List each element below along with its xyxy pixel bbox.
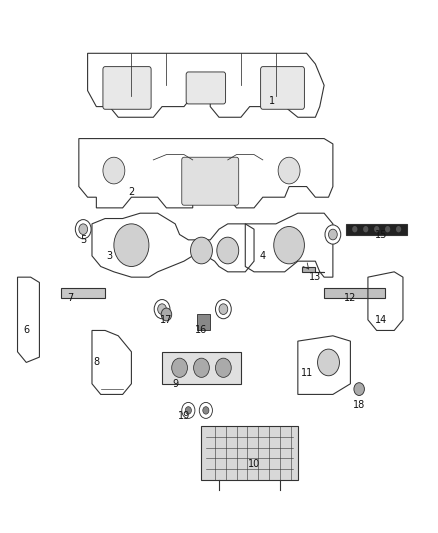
Circle shape <box>219 304 228 314</box>
Circle shape <box>328 229 337 240</box>
Circle shape <box>325 225 341 244</box>
Circle shape <box>352 226 357 232</box>
Polygon shape <box>201 426 298 480</box>
Text: 2: 2 <box>128 187 134 197</box>
Circle shape <box>215 300 231 319</box>
Circle shape <box>354 383 364 395</box>
Circle shape <box>194 358 209 377</box>
Circle shape <box>396 226 401 232</box>
Text: 1: 1 <box>268 96 275 106</box>
Circle shape <box>363 226 368 232</box>
Circle shape <box>185 407 191 414</box>
Circle shape <box>158 304 166 314</box>
Text: 7: 7 <box>67 294 73 303</box>
Text: 9: 9 <box>172 379 178 389</box>
Text: 3: 3 <box>106 251 113 261</box>
Text: 4: 4 <box>260 251 266 261</box>
Circle shape <box>318 349 339 376</box>
Circle shape <box>217 237 239 264</box>
Text: 10: 10 <box>248 459 260 469</box>
Circle shape <box>385 226 390 232</box>
Polygon shape <box>346 224 407 235</box>
Text: 11: 11 <box>300 368 313 378</box>
Text: 15: 15 <box>375 230 387 239</box>
Text: 17: 17 <box>160 315 173 325</box>
Circle shape <box>191 237 212 264</box>
Circle shape <box>103 157 125 184</box>
FancyBboxPatch shape <box>182 157 239 205</box>
Polygon shape <box>162 352 241 384</box>
Circle shape <box>374 226 379 232</box>
FancyBboxPatch shape <box>261 67 304 109</box>
Circle shape <box>75 220 91 239</box>
Circle shape <box>114 224 149 266</box>
Circle shape <box>161 308 172 321</box>
Text: 18: 18 <box>353 400 365 410</box>
Polygon shape <box>302 266 324 272</box>
FancyBboxPatch shape <box>103 67 151 109</box>
Text: 14: 14 <box>375 315 387 325</box>
Text: 12: 12 <box>344 294 357 303</box>
Circle shape <box>274 227 304 264</box>
Circle shape <box>154 300 170 319</box>
Circle shape <box>278 157 300 184</box>
Text: 5: 5 <box>80 235 86 245</box>
Circle shape <box>215 358 231 377</box>
Circle shape <box>199 402 212 418</box>
Circle shape <box>172 358 187 377</box>
Text: 13: 13 <box>309 272 321 282</box>
Text: 16: 16 <box>195 326 208 335</box>
Text: 6: 6 <box>23 326 29 335</box>
Circle shape <box>182 402 195 418</box>
Circle shape <box>79 224 88 235</box>
FancyBboxPatch shape <box>186 72 226 104</box>
Polygon shape <box>197 314 210 330</box>
Text: 19: 19 <box>178 411 190 421</box>
Text: 8: 8 <box>93 358 99 367</box>
Polygon shape <box>324 288 385 298</box>
Circle shape <box>203 407 209 414</box>
Polygon shape <box>61 288 105 298</box>
